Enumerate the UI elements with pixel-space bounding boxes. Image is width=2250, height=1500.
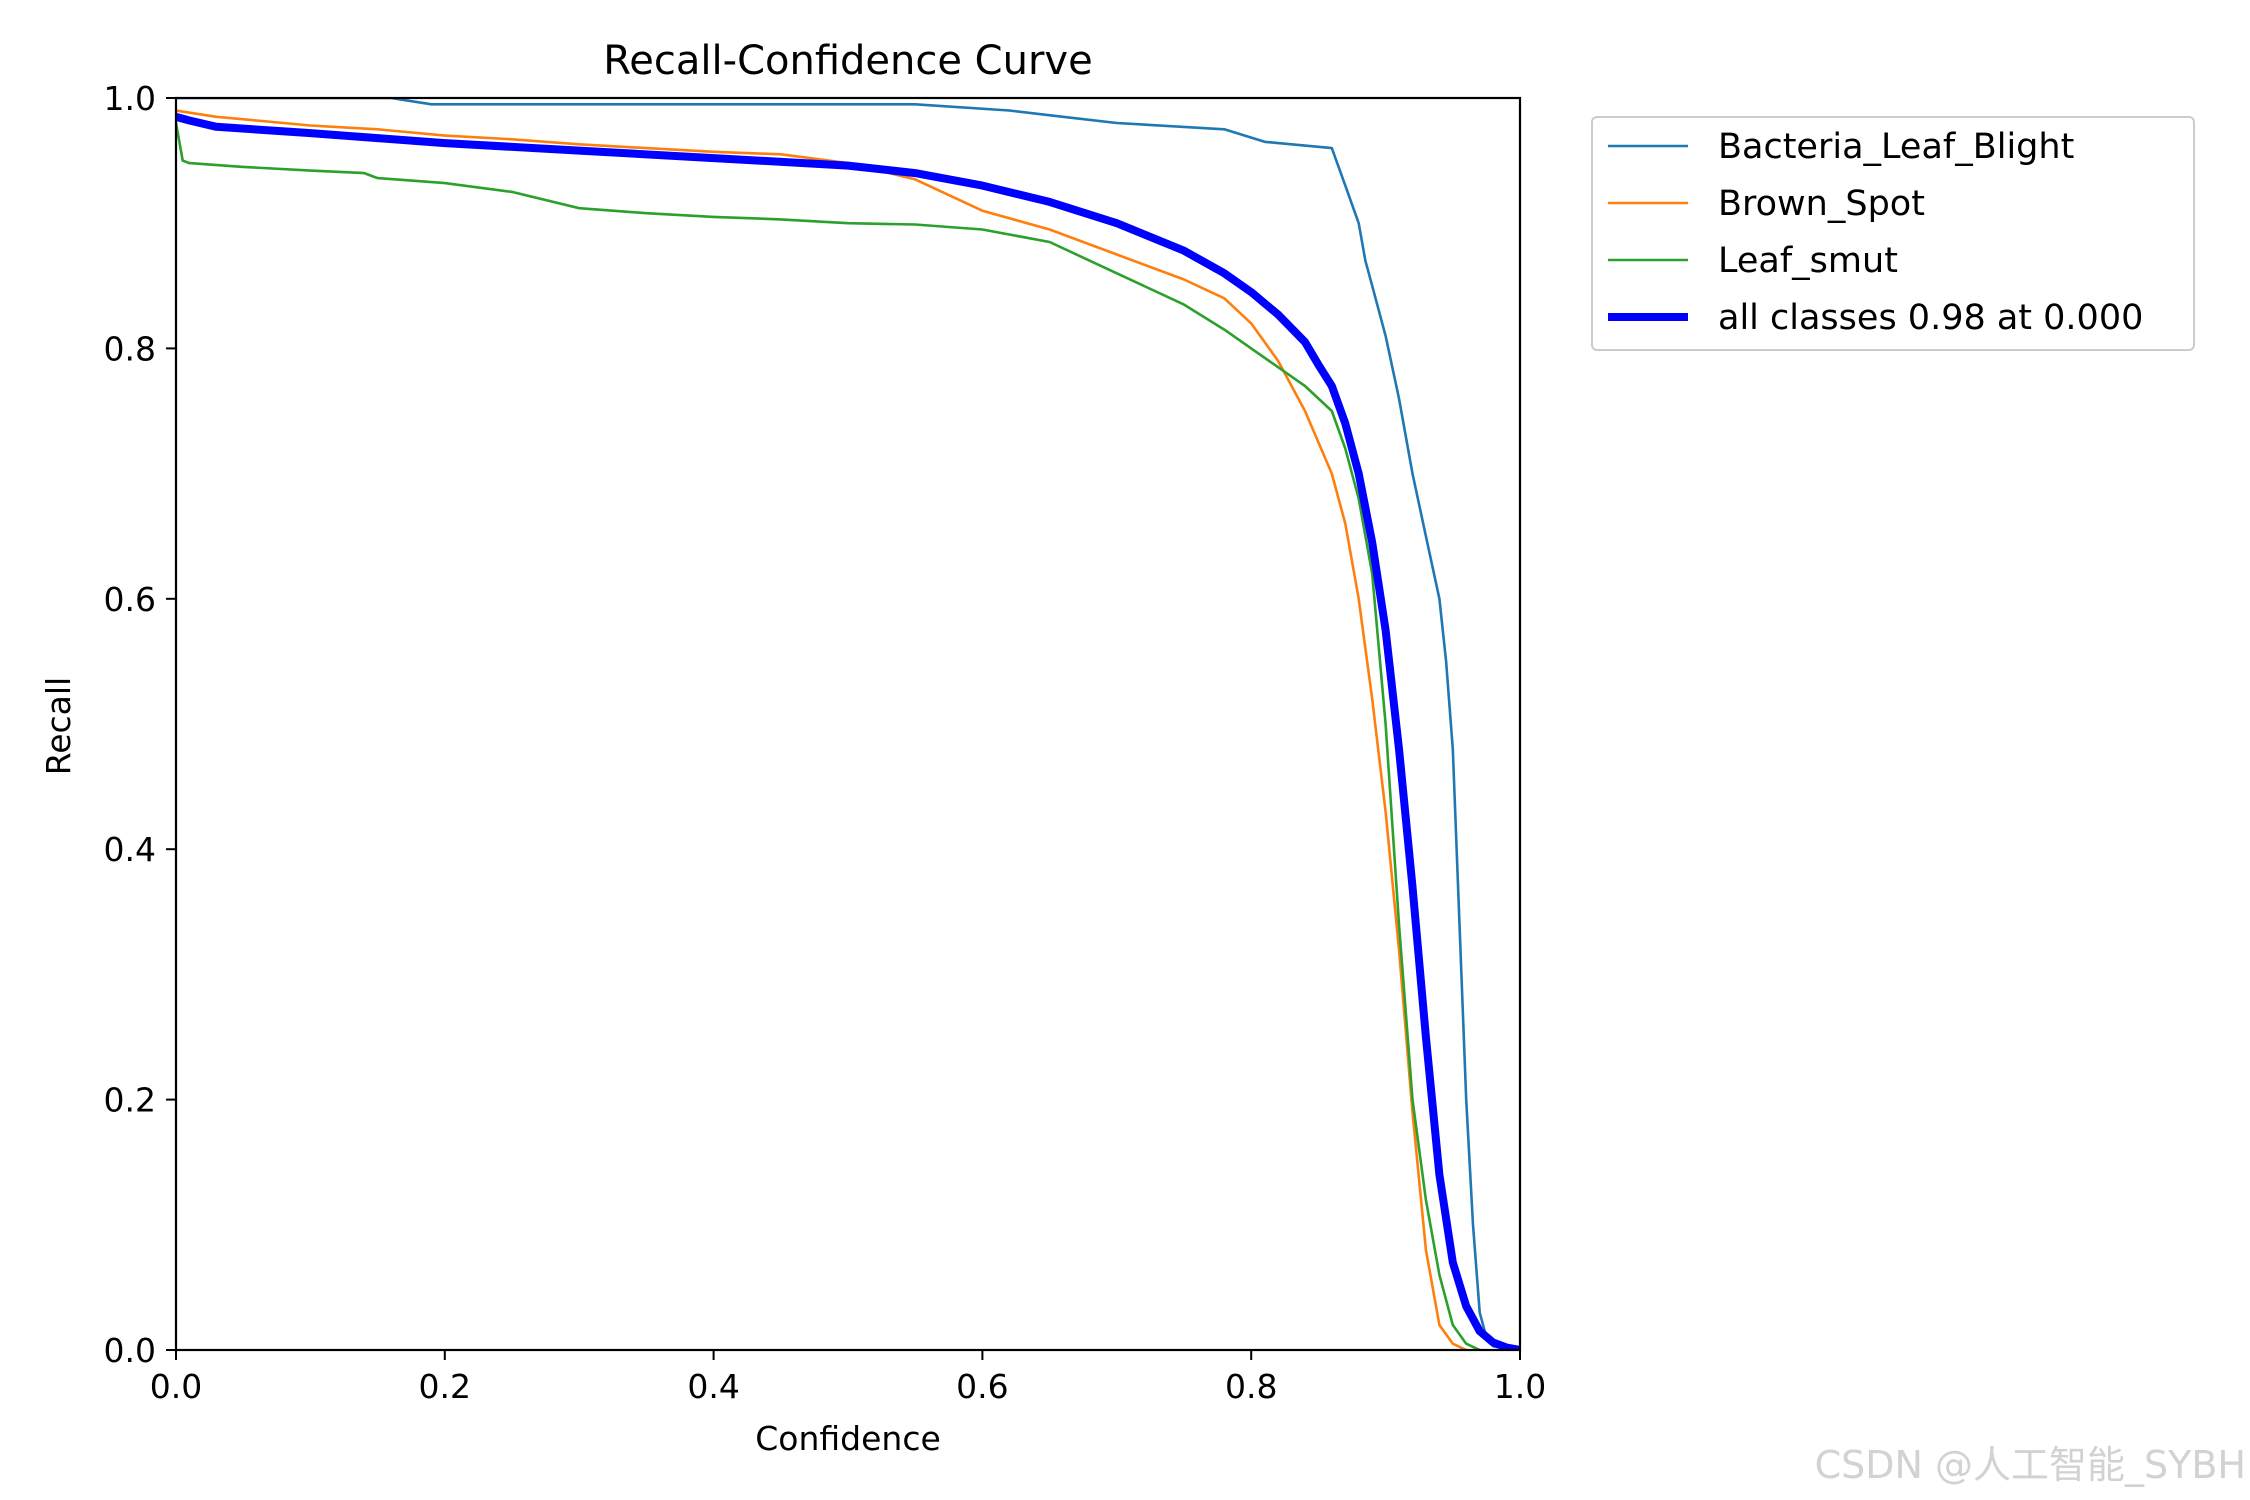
y-tick-label: 0.0: [104, 1331, 156, 1370]
y-axis: 0.0 0.2 0.4 0.6 0.8 1.0: [104, 79, 176, 1370]
legend-label: Bacteria_Leaf_Blight: [1718, 127, 2074, 167]
x-tick-label: 0.6: [956, 1367, 1008, 1406]
series-line-0: [176, 98, 1520, 1350]
series-line-1: [176, 109, 1468, 1350]
y-tick-label: 0.4: [104, 830, 156, 869]
x-tick-label: 0.0: [150, 1367, 202, 1406]
y-tick-label: 0.6: [104, 580, 156, 619]
plot-frame: [174, 96, 1522, 1352]
watermark: CSDN @人工智能_SYBH: [1815, 1443, 2246, 1487]
x-axis-title: Confidence: [755, 1419, 941, 1458]
legend-frame: [1591, 116, 2195, 351]
y-tick-label: 0.2: [104, 1081, 156, 1120]
x-tick-label: 0.4: [687, 1367, 739, 1406]
chart-title: Recall-Confidence Curve: [603, 38, 1092, 84]
x-axis: 0.0 0.2 0.4 0.6 0.8 1.0: [150, 1350, 1546, 1406]
y-axis-title: Recall: [39, 677, 78, 775]
y-tick-label: 0.8: [104, 329, 156, 368]
x-tick-label: 0.2: [419, 1367, 471, 1406]
legend-label: all classes 0.98 at 0.000: [1718, 298, 2143, 338]
series-line-3: [176, 112, 1520, 1350]
series-layer: [176, 98, 1520, 1350]
x-tick-label: 0.8: [1225, 1367, 1277, 1406]
y-tick-label: 1.0: [104, 79, 156, 118]
series-line-2: [176, 121, 1481, 1350]
plot-area: [174, 96, 1522, 1352]
x-tick-label: 1.0: [1494, 1367, 1546, 1406]
legend: Bacteria_Leaf_Blight Brown_Spot Leaf_smuta…: [1591, 116, 2195, 351]
legend-label: Brown_Spot: [1718, 184, 1925, 224]
legend-label: Leaf_smut: [1718, 241, 1898, 281]
